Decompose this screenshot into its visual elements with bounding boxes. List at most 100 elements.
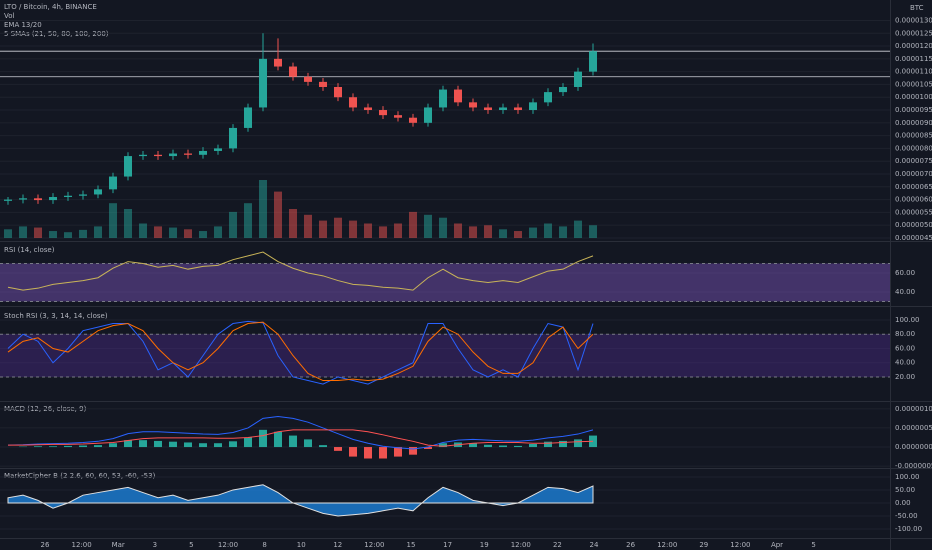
histogram-bar [304,439,312,448]
line [8,429,594,447]
candle-body [289,66,297,77]
candle-body [469,102,477,108]
candle-body [589,51,597,72]
y-tick-label: 60.00 [895,269,915,277]
histogram-bar [199,443,207,448]
candle-body [259,58,267,108]
candle-body [439,89,447,108]
candle-body [124,156,132,177]
volume-bar [169,227,177,238]
x-tick-label: 12:00 [364,541,384,549]
volume-bar [244,203,252,238]
histogram-bar [109,443,117,448]
candle-body [319,81,327,87]
volume-bar [364,223,372,238]
histogram-bar [289,435,297,448]
histogram-bar [529,443,537,448]
candle-body [109,176,117,190]
candle-body [244,107,252,128]
histogram-bar [154,440,162,448]
x-tick-label: 24 [590,541,599,549]
histogram-bar [394,447,402,457]
volume-bar [499,229,507,238]
candle-body [139,154,147,157]
volume-bar [529,227,537,238]
histogram-bar [34,446,42,448]
candle-body [154,154,162,157]
histogram-bar [334,447,342,451]
y-tick-label: -50.00 [895,512,918,520]
histogram-bar [559,440,567,448]
candle-body [574,71,582,87]
candle-body [379,110,387,116]
volume-bar [379,226,387,238]
histogram-bar [124,440,132,448]
x-tick-label: 15 [407,541,416,549]
volume-bar [439,217,447,238]
y-tick-label: 0.00000450 [895,234,932,242]
x-tick-label: 12:00 [511,541,531,549]
histogram-bar [259,429,267,448]
candle-body [409,117,417,123]
histogram-bar [169,441,177,448]
histogram-bar [349,447,357,457]
y-tick-label: 100.00 [895,316,920,324]
x-tick-label: 8 [262,541,266,549]
histogram-bar [49,446,57,448]
histogram-bar [319,445,327,448]
candle-body [49,197,57,201]
volume-bar [49,231,57,238]
volume-bar [559,226,567,238]
y-tick-label: -100.00 [895,525,922,533]
x-tick-label: 26 [41,541,50,549]
candle-body [184,153,192,155]
volume-bar [589,225,597,238]
volume-bar [139,223,147,238]
volume-bar [199,231,207,238]
histogram-bar [64,445,72,448]
volume-bar [514,231,522,238]
candle-body [364,107,372,111]
candle-body [79,194,87,196]
candle-body [34,198,42,201]
volume-bar [319,220,327,238]
x-tick-label: 26 [626,541,635,549]
volume-bar [394,223,402,238]
x-tick-label: 19 [480,541,489,549]
area [7,484,594,517]
x-tick-label: 22 [553,541,562,549]
volume-bar [274,191,282,238]
candle-body [19,198,27,200]
x-tick-label: 12:00 [730,541,750,549]
volume-bar [409,211,417,238]
y-tick-label: 0.00 [895,499,911,507]
volume-bar [184,229,192,238]
y-tick-label: 100.00 [895,473,920,481]
pane-title: MarketCipher B (2 2.6, 60, 60, 53, -60, … [4,472,156,480]
pane-title: Stoch RSI (3, 3, 14, 14, close) [4,312,108,320]
candle-body [394,115,402,118]
candle-body [544,92,552,103]
histogram-bar [214,443,222,448]
histogram-bar [94,445,102,448]
x-tick-label: 12:00 [72,541,92,549]
y-tick-label: 20.00 [895,373,915,381]
volume-bar [109,203,117,238]
volume-bar [349,220,357,238]
histogram-bar [484,444,492,448]
y-tick-label: 50.00 [895,486,915,494]
candle-body [214,148,222,151]
y-tick-label: 40.00 [895,359,915,367]
